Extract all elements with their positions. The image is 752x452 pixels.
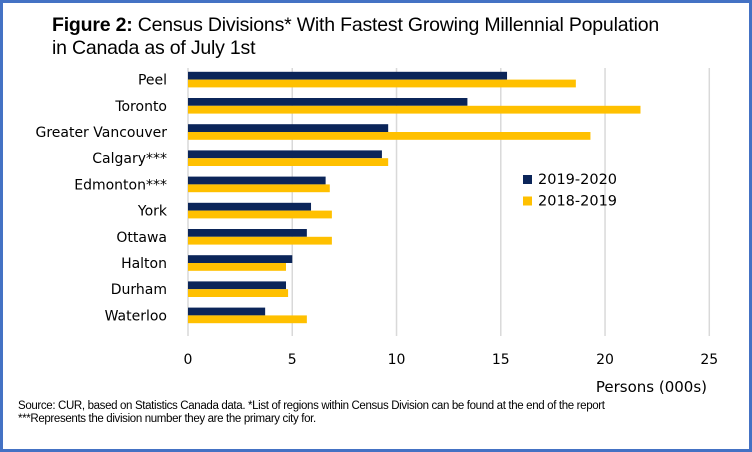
- x-tick-label: 0: [184, 352, 193, 368]
- title-text: Census Divisions* With Fastest Growing M…: [132, 14, 659, 36]
- x-tick-label: 25: [700, 352, 718, 368]
- bar-york-2019-2020: [188, 202, 312, 211]
- x-tick-labels: 0 5 10 15 20 25: [184, 352, 719, 368]
- bars: [188, 71, 641, 324]
- bar-york-2018-2019: [188, 210, 332, 219]
- category-label: Greater Vancouver: [35, 125, 167, 141]
- title-figure-number: Figure 2:: [52, 14, 133, 36]
- x-tick-label: 15: [492, 352, 510, 368]
- bar-durham-2018-2019: [188, 289, 289, 297]
- legend-swatch-2019-2020: [523, 175, 532, 184]
- bar-greater-vancouver-2018-2019: [188, 132, 591, 140]
- source-note: Source: CUR, based on Statistics Canada …: [18, 400, 605, 426]
- category-label: York: [137, 204, 168, 220]
- bar-edmonton-2018-2019: [188, 184, 330, 193]
- bar-greater-vancouver-2019-2020: [188, 124, 389, 132]
- x-tick-label: 5: [288, 352, 297, 368]
- bar-ottawa-2019-2020: [188, 229, 307, 237]
- title-text-line2: in Canada as of July 1st: [52, 37, 256, 59]
- bar-calgary-2018-2019: [188, 158, 389, 166]
- category-label: Durham: [111, 282, 167, 298]
- bar-edmonton-2019-2020: [188, 176, 326, 185]
- category-label: Edmonton***: [74, 177, 167, 193]
- category-label: Toronto: [114, 99, 167, 115]
- category-label: Halton: [121, 256, 167, 272]
- legend-label: 2018-2019: [538, 194, 617, 210]
- bar-calgary-2019-2020: [188, 150, 382, 159]
- source-line-1: Source: CUR, based on Statistics Canada …: [18, 400, 605, 412]
- x-tick-label: 20: [596, 352, 614, 368]
- bar-waterloo-2018-2019: [188, 315, 307, 324]
- category-label: Waterloo: [105, 308, 167, 324]
- figure-title: Figure 2: Census Divisions* With Fastest…: [52, 14, 659, 60]
- legend-swatch-2018-2019: [523, 196, 532, 206]
- bar-peel-2019-2020: [188, 71, 508, 80]
- bar-toronto-2018-2019: [188, 105, 641, 114]
- bar-durham-2019-2020: [188, 281, 287, 290]
- bar-toronto-2019-2020: [188, 98, 468, 106]
- legend-label: 2019-2020: [538, 172, 617, 188]
- x-tick-label: 10: [388, 352, 406, 368]
- category-label: Calgary***: [92, 151, 167, 167]
- bar-peel-2018-2019: [188, 79, 576, 88]
- category-labels: Peel Toronto Greater Vancouver Calgary*** Ed…: [35, 73, 167, 325]
- category-label: Peel: [138, 73, 167, 89]
- x-axis-label: Persons (000s): [596, 378, 707, 396]
- legend: 2019-2020 2018-2019: [523, 172, 617, 210]
- bar-waterloo-2019-2020: [188, 307, 266, 316]
- bar-ottawa-2018-2019: [188, 236, 332, 245]
- bar-halton-2019-2020: [188, 255, 293, 263]
- bar-halton-2018-2019: [188, 263, 287, 271]
- source-line-2: ***Represents the division number they a…: [18, 413, 316, 425]
- category-label: Ottawa: [116, 230, 167, 246]
